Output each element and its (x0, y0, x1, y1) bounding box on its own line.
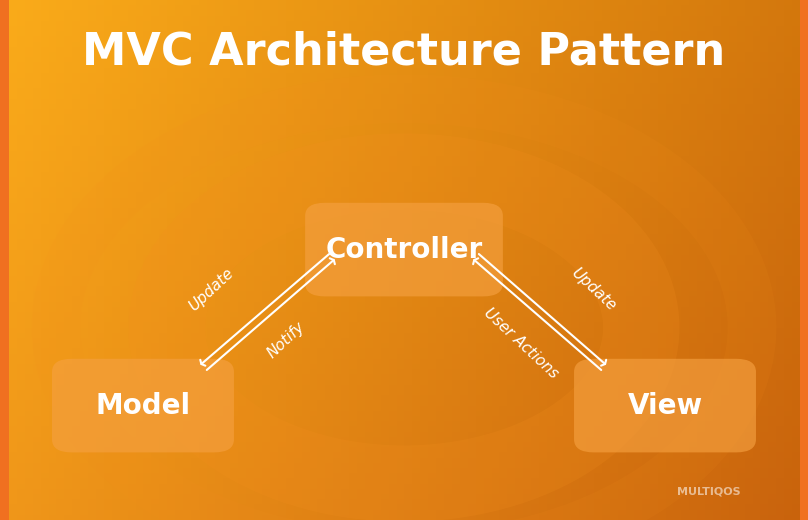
Text: Update: Update (569, 265, 619, 314)
Text: Controller: Controller (326, 236, 482, 264)
Text: Model: Model (95, 392, 191, 420)
Text: View: View (628, 392, 703, 420)
FancyBboxPatch shape (305, 203, 503, 296)
FancyBboxPatch shape (574, 359, 756, 452)
Text: MULTIQOS: MULTIQOS (677, 486, 740, 497)
Text: MVC Architecture Pattern: MVC Architecture Pattern (82, 31, 726, 73)
Text: Notify: Notify (265, 319, 308, 360)
Text: User Actions: User Actions (482, 305, 562, 381)
FancyBboxPatch shape (52, 359, 234, 452)
Text: Update: Update (186, 265, 236, 314)
